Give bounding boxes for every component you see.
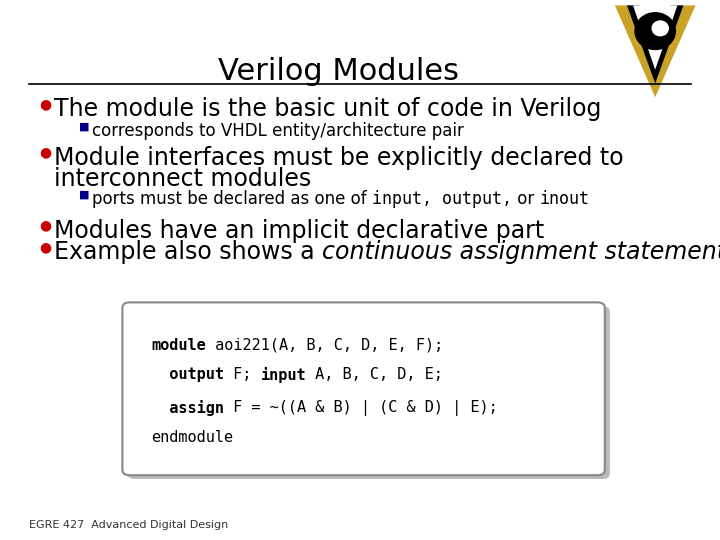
Text: ●: ● [40, 219, 52, 233]
Text: module: module [151, 338, 206, 353]
Polygon shape [633, 5, 678, 70]
Text: inout: inout [539, 190, 590, 208]
Circle shape [635, 13, 675, 50]
Text: input: input [261, 367, 306, 383]
Text: A, B, C, D, E;: A, B, C, D, E; [306, 367, 444, 382]
Polygon shape [615, 5, 696, 97]
Text: Example also shows a: Example also shows a [54, 240, 322, 264]
Text: ■: ■ [79, 122, 90, 132]
Text: ●: ● [40, 97, 52, 111]
Text: interconnect modules: interconnect modules [54, 167, 311, 191]
Text: F;: F; [224, 367, 261, 382]
Text: endmodule: endmodule [151, 430, 233, 444]
Text: aoi221(A, B, C, D, E, F);: aoi221(A, B, C, D, E, F); [206, 338, 444, 353]
Text: continuous assignment statement: continuous assignment statement [322, 240, 720, 264]
Polygon shape [627, 5, 683, 84]
Text: Modules have an implicit declarative part: Modules have an implicit declarative par… [54, 219, 544, 242]
Text: ●: ● [40, 240, 52, 254]
Text: ●: ● [40, 146, 52, 160]
Text: input, output,: input, output, [372, 190, 512, 208]
Text: F = ~((A & B) | (C & D) | E);: F = ~((A & B) | (C & D) | E); [224, 400, 498, 416]
Text: ports must be declared as one of: ports must be declared as one of [92, 190, 372, 208]
Circle shape [652, 21, 668, 36]
Text: Verilog Modules: Verilog Modules [218, 57, 459, 86]
Text: output: output [151, 367, 224, 382]
Text: The module is the basic unit of code in Verilog: The module is the basic unit of code in … [54, 97, 601, 121]
Text: EGRE 427  Advanced Digital Design: EGRE 427 Advanced Digital Design [29, 520, 228, 530]
Text: ■: ■ [79, 190, 90, 200]
Text: assign: assign [151, 400, 224, 416]
Text: Module interfaces must be explicitly declared to: Module interfaces must be explicitly dec… [54, 146, 624, 170]
Text: corresponds to VHDL entity/architecture pair: corresponds to VHDL entity/architecture … [92, 122, 464, 139]
Text: or: or [512, 190, 539, 208]
